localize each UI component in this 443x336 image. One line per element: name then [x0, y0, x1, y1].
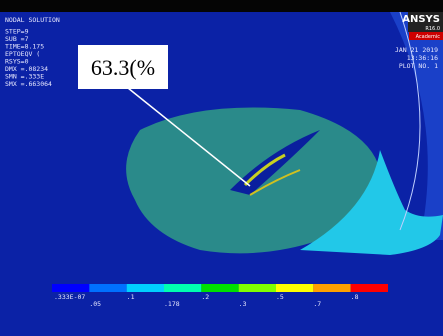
colorbar-swatch	[239, 284, 276, 292]
colorbar-label: .05	[89, 300, 101, 308]
plot-time: 13:36:16	[407, 54, 438, 62]
colorbar-label: .2	[201, 293, 209, 301]
top-strip	[0, 0, 443, 12]
info-line: SMX =.663064	[5, 80, 52, 88]
logo-edition: Academic	[416, 34, 441, 40]
screenshot: 63.3(% NODAL SOLUTIONSTEP=9SUB =7TIME=8.…	[0, 0, 443, 336]
viewport: 63.3(% NODAL SOLUTIONSTEP=9SUB =7TIME=8.…	[0, 0, 443, 336]
colorbar-swatch	[89, 284, 126, 292]
colorbar-swatch	[276, 284, 313, 292]
colorbar-swatch	[164, 284, 201, 292]
colorbar-label: .333E-07	[54, 293, 85, 301]
info-line: NODAL SOLUTION	[5, 16, 60, 24]
colorbar-swatch	[351, 284, 388, 292]
plot-date: JAN 21 2019	[395, 46, 438, 54]
colorbar-label: .1	[127, 293, 135, 301]
logo-version: R16.0	[425, 26, 440, 32]
colorbar-label: .8	[351, 293, 359, 301]
colorbar-swatch	[52, 284, 89, 292]
colorbar-label: .7	[313, 300, 321, 308]
callout-text: 63.3(%	[91, 55, 155, 80]
colorbar-swatch	[313, 284, 350, 292]
colorbar-swatch	[201, 284, 238, 292]
plot-number: PLOT NO. 1	[399, 62, 438, 70]
colorbar-label: .3	[239, 300, 247, 308]
colorbar-label: .5	[276, 293, 284, 301]
colorbar-label: .178	[164, 300, 180, 308]
logo: ANSYS	[402, 14, 440, 25]
colorbar-swatch	[127, 284, 164, 292]
